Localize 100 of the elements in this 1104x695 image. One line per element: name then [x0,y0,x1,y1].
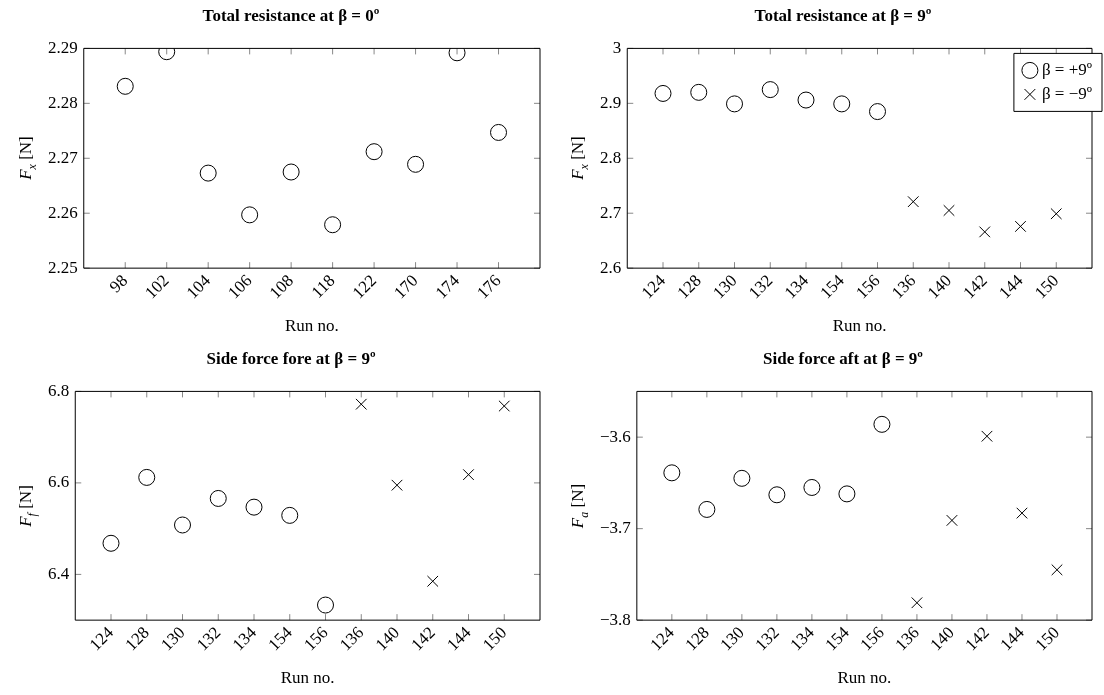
x-tick-label: 144 [995,270,1027,303]
x-axis-title: Run no. [284,316,339,336]
x-tick-label: 124 [637,270,670,303]
x-tick-label: 130 [157,622,189,655]
x-tick-label: 144 [443,622,475,655]
x-tick-label: 98 [105,270,132,297]
x-tick-label: 140 [923,270,955,303]
x-tick-label: 140 [926,622,958,655]
x-tick-label: 156 [300,622,332,655]
point [245,498,263,516]
point [726,95,743,113]
x-tick-label: 132 [192,622,225,655]
x-tick-label: 136 [887,270,920,303]
point [698,500,716,518]
legend-label: β = +9º [1041,59,1093,79]
point [946,514,958,527]
y-tick-label: 2.9 [600,92,622,112]
x-tick-label: 150 [478,622,511,655]
point [355,398,368,411]
point [209,489,227,507]
x-tick-label: 142 [959,270,991,303]
x-tick-label: 124 [646,622,679,655]
x-tick-label: 102 [141,270,173,303]
x-tick-label: 122 [348,270,381,303]
y-tick-label: 2.26 [48,202,78,222]
x-tick-label: 150 [1031,622,1063,655]
point [498,400,511,412]
point [426,575,439,588]
chart-title: Total resistance at β = 9º [754,5,932,25]
x-tick-label: 140 [371,622,403,655]
point [873,415,891,433]
point [282,163,300,181]
y-tick-label: 2.27 [48,147,79,167]
point [174,516,191,534]
x-axis-title: Run no. [832,316,887,336]
x-tick-label: 104 [182,270,215,303]
x-tick-label: 108 [265,270,298,303]
legend-label: β = −9º [1041,83,1093,103]
x-tick-label: 128 [121,622,153,655]
x-tick-label: 134 [786,622,819,655]
point [833,95,851,113]
x-tick-label: 170 [390,270,422,303]
y-tick-label: −3.7 [599,518,632,538]
y-tick-label: 6.6 [48,472,70,492]
x-tick-label: 134 [780,270,813,303]
y-tick-label: 2.28 [48,92,78,112]
x-tick-label: 154 [821,622,854,655]
chart-title: Side force fore at β = 9º [206,348,376,368]
point [797,91,815,109]
point [391,479,403,491]
y-tick-label: 2.7 [600,202,622,222]
y-tick-label: 6.4 [48,563,70,583]
point [138,468,156,486]
point [365,143,383,161]
point [978,226,991,238]
point [654,84,672,102]
point [1050,207,1063,220]
point [690,83,708,101]
x-axis-title: Run no. [280,668,335,688]
point [907,195,920,208]
y-tick-label: 3 [612,37,622,57]
point [733,469,751,487]
point [981,430,993,443]
x-tick-label: 128 [681,622,713,655]
y-tick-label: 2.6 [600,257,622,277]
x-tick-label: 142 [407,622,439,655]
point [241,206,259,224]
point [324,216,342,234]
point [943,204,955,217]
x-tick-label: 118 [307,270,339,302]
chart-title: Total resistance at β = 0º [202,5,380,25]
x-tick-label: 154 [816,270,849,303]
y-tick-label: 2.29 [48,37,78,57]
point [1014,220,1027,233]
x-tick-label: 130 [716,622,748,655]
point [768,486,786,504]
point [911,596,923,609]
x-tick-label: 142 [961,622,993,655]
x-tick-label: 154 [264,622,297,655]
y-tick-label: 6.8 [48,380,70,400]
x-tick-label: 176 [473,270,505,303]
point [869,103,886,121]
x-axis-title: Run no. [837,668,892,688]
x-tick-label: 132 [751,622,783,655]
point [462,468,475,481]
x-tick-label: 174 [431,270,464,303]
point [317,596,334,614]
y-tick-label: 2.8 [600,147,622,167]
point [761,81,779,99]
point [281,506,299,524]
y-tick-label: −3.8 [599,609,631,629]
point [407,155,425,173]
x-tick-label: 150 [1030,270,1063,303]
point [199,164,217,182]
point [663,464,681,482]
x-tick-label: 156 [852,270,884,303]
point [838,485,856,503]
x-tick-label: 132 [744,270,777,303]
x-tick-label: 144 [996,622,1029,655]
x-tick-label: 134 [228,622,261,655]
